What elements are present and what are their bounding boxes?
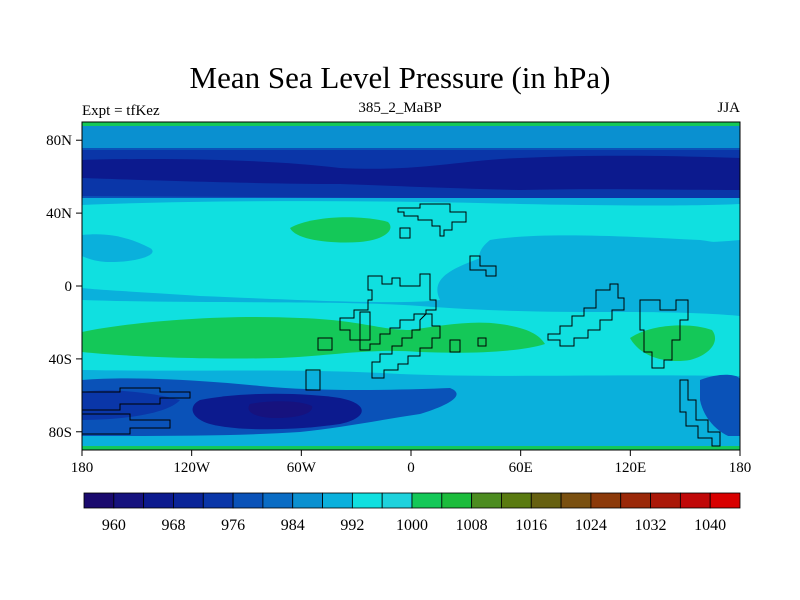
colorbar-label: 1040: [694, 517, 726, 534]
colorbar-swatch: [143, 492, 174, 509]
colorbar-swatch: [113, 492, 145, 509]
colorbar-swatch: [471, 492, 502, 509]
colorbar-label: 968: [161, 517, 185, 534]
colorbar-label: 984: [281, 517, 305, 534]
colorbar-label: 976: [221, 517, 245, 534]
longitude-axis: 180 120W 60W 0 60E 120E 180: [71, 450, 752, 476]
colorbar-label: 1000: [396, 517, 428, 534]
colorbar-label: 960: [102, 517, 126, 534]
colorbar-swatch: [351, 492, 383, 509]
lon-tick-label: 60W: [287, 460, 317, 476]
latitude-axis: 80N 40N 0 40S 80S: [46, 133, 82, 441]
lon-tick-label: 180: [729, 460, 752, 476]
lon-tick-label: 180: [71, 460, 94, 476]
colorbar-swatch: [620, 492, 651, 509]
colorbar-label: 1032: [635, 517, 667, 534]
arctic-band: [82, 126, 740, 148]
colorbar-swatch: [709, 492, 741, 509]
lon-tick-label: 0: [407, 460, 415, 476]
coastlines: [82, 203, 721, 447]
southern-low-west: [82, 390, 180, 420]
lat-tick-label: 80S: [49, 425, 72, 441]
experiment-label: Expt = tfKez: [82, 103, 160, 119]
lon-tick-label: 60E: [509, 460, 533, 476]
southern-deepest-low: [248, 401, 313, 418]
colorbar-swatch: [173, 492, 204, 509]
colorbar-swatch: [292, 492, 323, 509]
lat-tick-label: 80N: [46, 133, 72, 149]
cyan-highpressure-band: [82, 201, 740, 303]
colorbar-swatch: [381, 492, 413, 509]
colorbar-label: 1008: [456, 517, 488, 534]
chart-title: Mean Sea Level Pressure (in hPa): [189, 60, 611, 95]
colorbar-swatch: [202, 492, 234, 509]
period-label: 385_2_MaBP: [358, 100, 442, 116]
colorbar-swatch: [232, 492, 264, 509]
lat-tick-label: 0: [65, 279, 73, 295]
colorbar-swatch: [560, 492, 592, 509]
colorbar-swatch: [650, 492, 681, 509]
colorbar-swatch: [262, 492, 294, 509]
colorbar-label: 992: [340, 517, 364, 534]
colorbar: 960 968 976 984 992 1000 1008 1016 1024 1032 1040: [83, 492, 741, 534]
green-patch-north: [290, 217, 391, 243]
lon-tick-label: 120E: [614, 460, 646, 476]
southern-low-east: [700, 374, 740, 440]
green-band-south-west: [82, 316, 545, 359]
light-patch-west: [82, 234, 153, 262]
colorbar-swatch: [441, 492, 473, 509]
colorbar-swatch: [501, 492, 532, 509]
colorbar-swatch: [83, 492, 115, 509]
colorbar-swatch: [679, 492, 711, 509]
colorbar-label: 1016: [515, 517, 547, 534]
colorbar-swatch: [411, 492, 443, 509]
pressure-field: [82, 122, 740, 450]
colorbar-swatch: [322, 492, 353, 509]
deep-low-band: [82, 155, 740, 190]
colorbar-swatch: [530, 492, 562, 509]
lat-tick-label: 40S: [49, 352, 72, 368]
colorbar-label: 1024: [575, 517, 607, 534]
season-label: JJA: [717, 100, 740, 116]
lat-tick-label: 40N: [46, 206, 72, 222]
polar-band: [82, 122, 740, 126]
antarctic-edge: [82, 446, 740, 450]
asia-light-region: [479, 235, 740, 302]
colorbar-swatch: [590, 492, 622, 509]
lon-tick-label: 120W: [173, 460, 211, 476]
